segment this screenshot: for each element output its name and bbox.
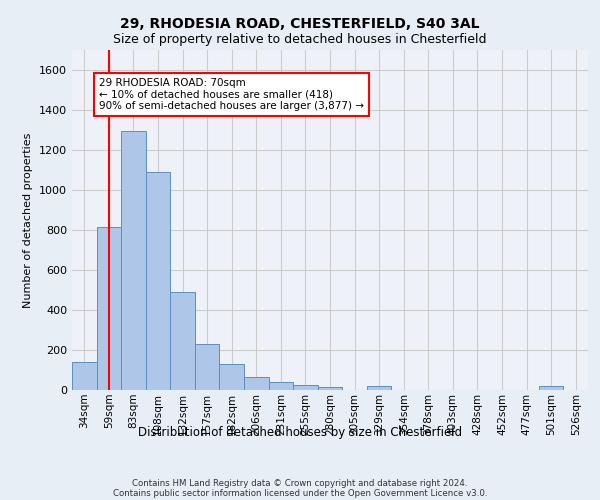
Text: Contains public sector information licensed under the Open Government Licence v3: Contains public sector information licen… — [113, 488, 487, 498]
Bar — [97, 227, 121, 390]
Text: Distribution of detached houses by size in Chesterfield: Distribution of detached houses by size … — [138, 426, 462, 439]
Bar — [269, 382, 293, 390]
Text: Contains HM Land Registry data © Crown copyright and database right 2024.: Contains HM Land Registry data © Crown c… — [132, 478, 468, 488]
Bar — [367, 386, 391, 390]
Bar — [244, 377, 269, 390]
Text: 29 RHODESIA ROAD: 70sqm
← 10% of detached houses are smaller (418)
90% of semi-d: 29 RHODESIA ROAD: 70sqm ← 10% of detache… — [99, 78, 364, 111]
Bar — [220, 364, 244, 390]
Bar — [72, 362, 97, 390]
Text: Size of property relative to detached houses in Chesterfield: Size of property relative to detached ho… — [113, 32, 487, 46]
Y-axis label: Number of detached properties: Number of detached properties — [23, 132, 34, 308]
Bar — [293, 384, 318, 390]
Bar — [146, 172, 170, 390]
Bar — [539, 386, 563, 390]
Bar — [318, 388, 342, 390]
Bar — [195, 344, 220, 390]
Bar — [121, 131, 146, 390]
Text: 29, RHODESIA ROAD, CHESTERFIELD, S40 3AL: 29, RHODESIA ROAD, CHESTERFIELD, S40 3AL — [120, 18, 480, 32]
Bar — [170, 292, 195, 390]
